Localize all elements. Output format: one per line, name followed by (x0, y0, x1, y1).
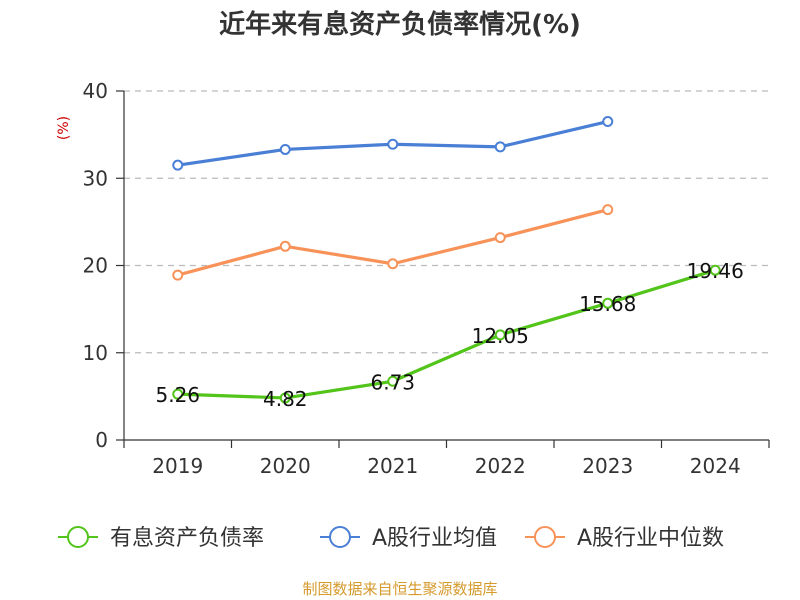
data-point (387, 138, 399, 150)
y-axis-unit-label: (%) (56, 116, 72, 140)
data-point (387, 375, 399, 387)
axes: 0 10 20 30 40 2019 2020 2021 2022 2023 2024 (83, 79, 770, 478)
x-tick-label: 2019 (152, 454, 203, 478)
data-label: 12.05 (472, 324, 529, 348)
x-tick-label: 2022 (475, 454, 526, 478)
y-tick-label: 0 (95, 428, 108, 452)
data-label: 15.68 (579, 292, 636, 316)
legend-marker (67, 526, 89, 548)
data-point (709, 264, 721, 276)
chart-title: 近年来有息资产负债率情况(%) (219, 9, 581, 40)
series-0 (172, 264, 721, 404)
legend-marker (329, 526, 351, 548)
data-point (279, 392, 291, 404)
y-tick-label: 40 (83, 79, 108, 103)
data-label: 19.46 (687, 259, 744, 283)
data-label: 5.26 (155, 383, 200, 407)
x-tick-label: 2021 (367, 454, 418, 478)
data-point (602, 116, 614, 128)
data-point (387, 258, 399, 270)
legend-label: A股行业均值 (372, 526, 497, 551)
x-tick-label: 2020 (260, 454, 311, 478)
data-label: 6.73 (370, 370, 415, 394)
series-2 (172, 204, 614, 281)
legend-label: A股行业中位数 (577, 526, 724, 551)
legend-marker (534, 526, 556, 548)
legend-item: 有息资产负债率 (58, 526, 264, 551)
data-point (494, 329, 506, 341)
data-point (172, 159, 184, 171)
legend: 有息资产负债率 A股行业均值 A股行业中位数 (58, 526, 724, 551)
legend-item: A股行业均值 (320, 526, 497, 551)
grid-lines (124, 90, 769, 354)
data-point (602, 297, 614, 309)
data-point (279, 240, 291, 252)
data-point (279, 143, 291, 155)
legend-label: 有息资产负债率 (110, 526, 264, 551)
series-lines (172, 116, 721, 404)
data-point (494, 141, 506, 153)
source-note: 制图数据来自恒生聚源数据库 (302, 580, 497, 598)
series-1 (172, 116, 614, 171)
y-tick-label: 30 (83, 166, 108, 190)
data-label: 4.82 (263, 387, 308, 411)
series-line (176, 268, 717, 400)
data-point (602, 204, 614, 216)
data-point (494, 232, 506, 244)
x-tick-label: 2023 (582, 454, 633, 478)
data-labels: 5.26 4.82 6.73 12.05 15.68 19.46 (155, 259, 743, 411)
x-tick-label: 2024 (690, 454, 741, 478)
y-tick-label: 10 (83, 341, 108, 365)
legend-item: A股行业中位数 (525, 526, 724, 551)
data-point (172, 388, 184, 400)
data-point (172, 269, 184, 281)
y-tick-label: 20 (83, 254, 108, 278)
